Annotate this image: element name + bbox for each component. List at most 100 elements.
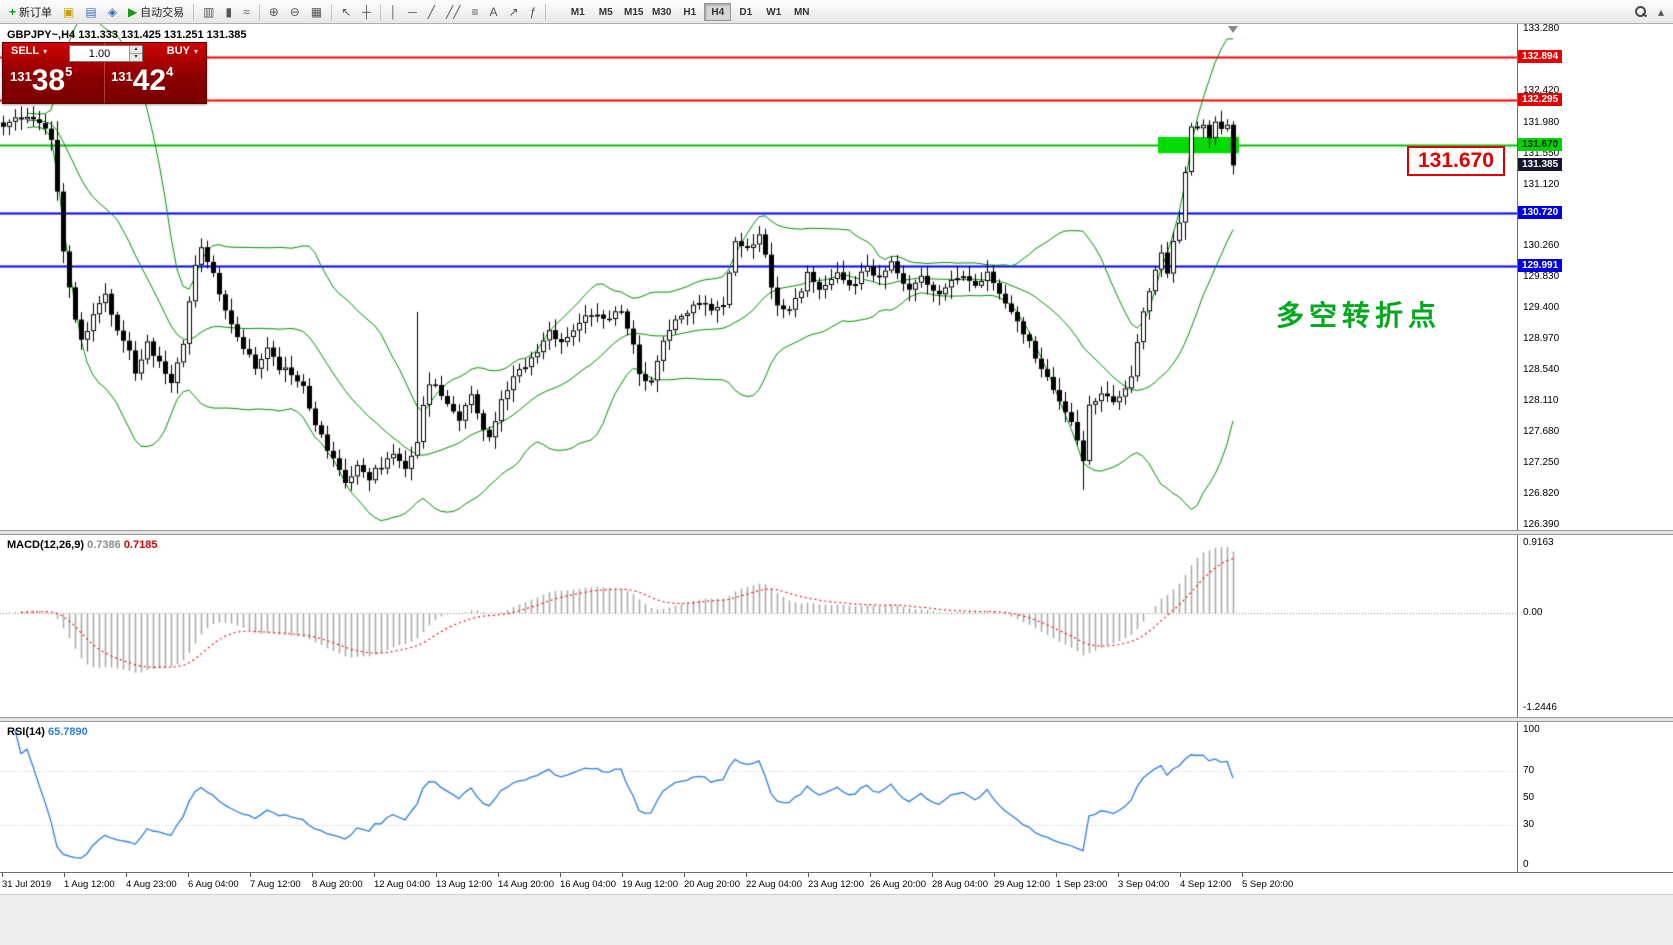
time-label: 26 Aug 20:00 (870, 879, 926, 890)
line-chart-button[interactable]: ≈ (238, 2, 255, 22)
text-label-button[interactable]: A (484, 2, 502, 22)
price-tick: 131.550 (1523, 147, 1560, 159)
price-tag: 132.295 (1518, 92, 1563, 106)
arrow-tools-icon: ↗ (508, 4, 519, 19)
auto-scroll-button[interactable]: ▦ (306, 2, 327, 22)
time-tick (1118, 873, 1119, 877)
price-axis[interactable]: 133.280132.850132.420131.980131.550131.1… (1517, 23, 1673, 530)
zoom-out-button[interactable]: ⊖ (285, 2, 305, 22)
rsi-axis[interactable]: 100 70 50 30 0 (1517, 722, 1673, 872)
time-label: 31 Jul 2019 (2, 879, 52, 890)
data-window-button[interactable]: ◈ (103, 2, 122, 22)
timeframe-h1[interactable]: H1 (683, 6, 697, 18)
zoom-in-icon: ⊕ (268, 4, 279, 19)
scroll-up-button[interactable]: ▴ (1653, 2, 1669, 22)
price-tick: 128.110 (1523, 395, 1559, 407)
toolbar-separator (379, 3, 381, 20)
buy-button[interactable]: BUY ▾ 131424 (104, 43, 206, 103)
time-tick (1180, 873, 1181, 877)
timeframe-m1[interactable]: M1 (570, 6, 585, 18)
price-tick: 131.120 (1523, 178, 1560, 190)
time-tick (746, 873, 747, 877)
time-tick (870, 873, 871, 877)
time-label: 4 Sep 12:00 (1180, 879, 1232, 890)
crosshair-button[interactable]: ┼ (357, 2, 376, 22)
buy-label: BUY (166, 45, 190, 57)
price-tick: 129.400 (1523, 302, 1560, 314)
indicators-list-button[interactable]: ƒ (525, 2, 542, 22)
rsi-canvas[interactable] (0, 722, 1517, 872)
search-icon (1634, 5, 1647, 18)
auto-trading-button[interactable]: ▶ 自动交易 (123, 2, 189, 22)
horizontal-line-button[interactable]: ─ (403, 2, 422, 22)
time-tick (250, 873, 251, 877)
volume-down-button[interactable]: ▾ (130, 54, 142, 61)
price-tag: 131.670 (1518, 137, 1563, 151)
bottom-filler (0, 894, 1673, 945)
chart-window-button[interactable]: ▣ (58, 2, 79, 22)
chart-ohlc-header: GBPJPY~,H4 131.333 131.425 131.251 131.3… (7, 29, 247, 41)
equidistant-channel-button[interactable]: ╱╱ (441, 2, 465, 22)
vertical-line-icon: │ (389, 4, 398, 19)
rsi-axis-value: 100 (1523, 724, 1540, 735)
cursor-button[interactable]: ↖ (336, 2, 356, 22)
chart-shift-marker[interactable] (1228, 26, 1238, 33)
sell-price: 131385 (10, 64, 73, 97)
candlestick-chart-button[interactable]: ▮ (221, 2, 238, 22)
rsi-row: RSI(14) 65.7890 100 70 50 30 0 (0, 722, 1673, 872)
trendline-icon: ╱ (427, 4, 436, 19)
macd-axis[interactable]: 0.9163 0.00 -1.2446 (1517, 535, 1673, 717)
rsi-axis-value: 70 (1523, 764, 1535, 776)
trendline-button[interactable]: ╱ (423, 2, 440, 22)
toolbar: + 新订单 ▣ ▤ ◈ ▶ 自动交易 ▥ ▮ ≈ ⊕ ⊖ ▦ ↖ ┼ │ ─ ╱ ╱╱ ≡ A ↗ ƒ M1 M5 M15 M30 H… (0, 0, 1673, 24)
cursor-icon: ↖ (341, 4, 352, 19)
arrow-tools-button[interactable]: ↗ (504, 2, 524, 22)
macd-panel: MACD(12,26,9) 0.7386 0.7185 (0, 535, 1517, 717)
time-label: 28 Aug 04:00 (932, 879, 988, 890)
profiles-button[interactable]: ▤ (80, 2, 101, 22)
macd-label: MACD(12,26,9) 0.7386 0.7185 (7, 539, 157, 551)
sell-button[interactable]: SELL ▾ 131385 (3, 43, 105, 103)
time-label: 1 Sep 23:00 (1056, 879, 1108, 890)
scroll-up-icon: ▴ (1657, 4, 1664, 19)
time-tick (932, 873, 933, 877)
time-label: 1 Aug 12:00 (64, 879, 115, 890)
price-tick: 126.820 (1523, 488, 1560, 499)
panel-separator[interactable] (0, 717, 1673, 722)
timeframe-h4[interactable]: H4 (704, 2, 732, 21)
macd-axis-value: 0.9163 (1523, 536, 1554, 548)
bar-chart-button[interactable]: ▥ (198, 2, 219, 22)
toolbar-separator (545, 3, 547, 20)
toolbar-separator (258, 3, 260, 20)
new-order-button[interactable]: + 新订单 (4, 2, 57, 22)
time-tick (436, 873, 437, 877)
timeframe-d1[interactable]: D1 (739, 6, 753, 18)
fibonacci-retracement-button[interactable]: ≡ (466, 2, 483, 22)
time-label: 16 Aug 04:00 (560, 879, 616, 890)
vertical-line-button[interactable]: │ (385, 2, 403, 22)
timeframe-w1[interactable]: W1 (766, 6, 782, 18)
time-tick (560, 873, 561, 877)
time-label: 4 Aug 23:00 (126, 879, 177, 890)
time-tick (1242, 873, 1243, 877)
crosshair-icon: ┼ (362, 4, 371, 19)
time-axis[interactable]: 31 Jul 2019 1 Aug 12:00 4 Aug 23:00 6 Aug 0… (0, 872, 1673, 894)
time-tick (188, 873, 189, 877)
price-tick: 131.980 (1523, 116, 1560, 128)
search-button[interactable] (1629, 2, 1652, 22)
zoom-in-button[interactable]: ⊕ (264, 2, 284, 22)
timeframe-m5[interactable]: M5 (598, 6, 613, 18)
price-chart-canvas[interactable] (0, 24, 1517, 530)
price-tick: 126.390 (1523, 518, 1560, 530)
timeframe-m15[interactable]: M15 (624, 6, 644, 18)
time-label: 14 Aug 20:00 (498, 879, 554, 890)
macd-canvas[interactable] (0, 535, 1517, 717)
volume-input[interactable] (70, 46, 129, 61)
panel-separator[interactable] (0, 530, 1673, 535)
volume-up-button[interactable]: ▴ (130, 46, 142, 54)
buy-caret-icon: ▾ (193, 47, 198, 56)
new-order-icon: + (9, 4, 17, 19)
timeframe-m30[interactable]: M30 (652, 6, 672, 18)
timeframe-mn[interactable]: MN (793, 6, 810, 18)
